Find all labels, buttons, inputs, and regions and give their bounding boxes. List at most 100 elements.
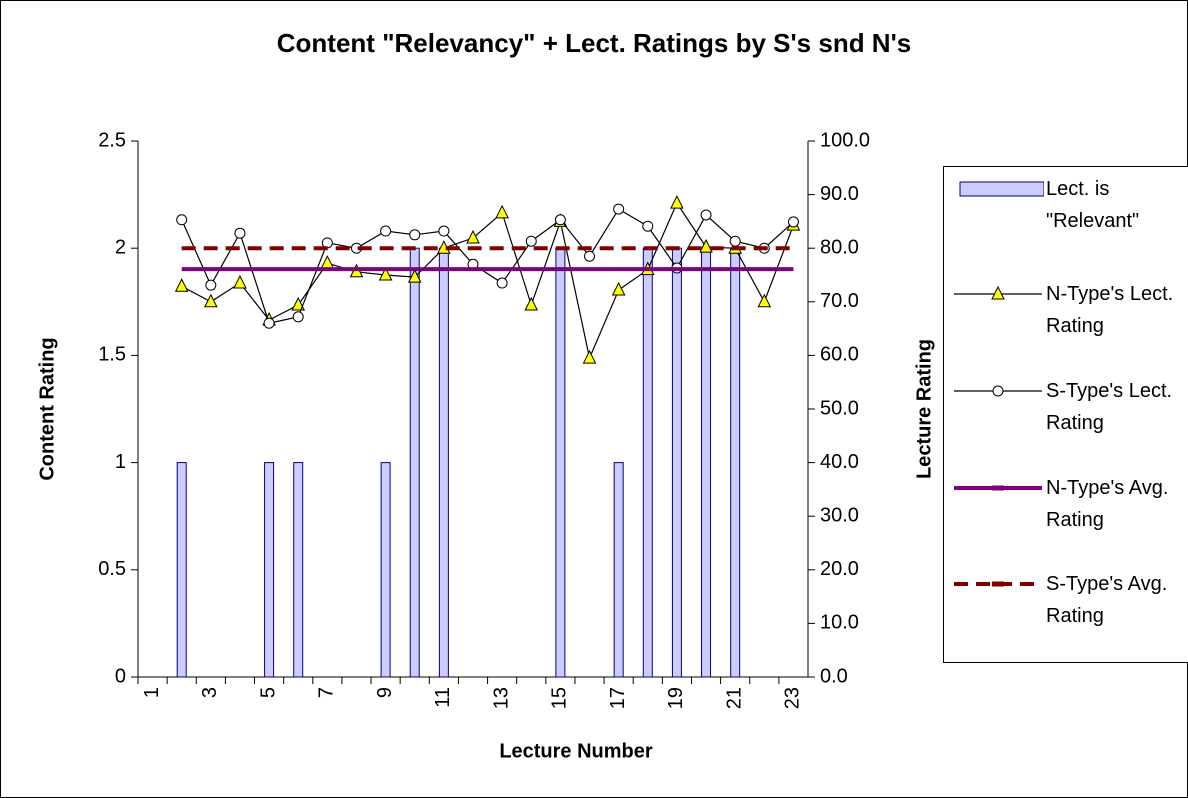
legend-bar [959, 181, 1044, 197]
series-marker [174, 278, 189, 292]
y2-tick-label: 10.0 [820, 612, 859, 634]
y2-tick-label: 80.0 [820, 236, 859, 258]
legend-item: S-Type's Avg. Rating [952, 568, 1186, 632]
series-marker [525, 235, 537, 247]
series-marker [466, 229, 480, 244]
series-marker [291, 296, 306, 311]
series-line [181, 208, 794, 324]
y-axis-title: Content Rating [36, 337, 58, 480]
y-tick-label: 2.5 [98, 129, 126, 151]
x-tick-label: 19 [665, 687, 687, 709]
chart-title: Content "Relevancy" + Lect. Ratings by S… [277, 28, 911, 58]
y2-tick-label: 30.0 [820, 504, 859, 526]
y2-tick-label: 90.0 [820, 183, 859, 205]
y2-tick-label: 0.0 [820, 665, 848, 687]
series-marker [700, 209, 712, 221]
y2-tick-label: 100.0 [820, 129, 870, 151]
legend-marker [992, 385, 1004, 397]
series-marker [263, 317, 275, 329]
legend-label: N-Type's Avg. Rating [1046, 477, 1169, 531]
series-marker [409, 229, 421, 241]
x-tick-label: 7 [316, 687, 338, 698]
y2-tick-label: 50.0 [820, 397, 859, 419]
series-marker [380, 225, 392, 237]
series-marker [787, 216, 799, 228]
series-marker [438, 225, 450, 237]
legend-item: S-Type's Lect. Rating [952, 375, 1186, 439]
y2-tick-label: 40.0 [820, 451, 859, 473]
y-tick-label: 1.5 [98, 344, 126, 366]
series-marker [611, 281, 626, 296]
legend-item: Lect. is "Relevant" [952, 173, 1186, 237]
x-tick-label: 5 [257, 687, 279, 698]
series-marker [496, 277, 508, 289]
series-marker [407, 269, 422, 283]
series-marker [584, 250, 596, 262]
series-marker [378, 266, 393, 281]
bar [293, 462, 304, 678]
legend-label: S-Type's Avg. Rating [1046, 573, 1168, 627]
y2-tick-label: 70.0 [820, 290, 859, 312]
x-tick-label: 17 [607, 687, 629, 709]
series-marker [670, 195, 684, 209]
series-marker [757, 293, 772, 308]
y2-tick-label: 60.0 [820, 344, 859, 366]
legend-swatch [954, 285, 1042, 300]
x-tick-label: 13 [490, 687, 512, 709]
bar [176, 462, 187, 678]
bar [409, 247, 420, 678]
legend-label: N-Type's Lect. Rating [1046, 283, 1174, 337]
x-tick-label: 1 [141, 687, 163, 698]
series-marker [554, 214, 566, 226]
legend-marker [992, 485, 1004, 491]
series-marker [176, 214, 188, 226]
series-marker [524, 296, 539, 311]
bar [264, 462, 275, 678]
legend-swatch [954, 581, 1042, 587]
series-marker [233, 274, 247, 289]
x-tick-label: 21 [723, 687, 745, 709]
series-marker [204, 293, 218, 308]
bar [671, 247, 682, 678]
legend-label: Lect. is "Relevant" [1046, 178, 1140, 232]
bar [642, 247, 653, 678]
y2-axis-title: Lecture Rating [913, 339, 935, 479]
series-marker [582, 349, 597, 364]
series-marker [495, 204, 509, 219]
legend-marker [991, 285, 1005, 300]
y2-tick-label: 20.0 [820, 558, 859, 580]
bar [555, 247, 566, 678]
bar [730, 247, 741, 678]
series-marker [292, 311, 304, 323]
legend-swatch [954, 485, 1042, 491]
x-axis-title: Lecture Number [499, 740, 653, 762]
legend: Lect. is "Relevant" N-Type's Lect. Rating… [943, 166, 1188, 663]
bar [613, 462, 624, 678]
series-line [181, 201, 794, 361]
y-tick-label: 2 [115, 236, 126, 258]
legend-swatch [959, 181, 1044, 197]
x-tick-label: 9 [374, 687, 396, 698]
bar [438, 247, 449, 678]
x-tick-label: 3 [199, 687, 221, 698]
x-tick-label: 23 [782, 687, 804, 709]
legend-item: N-Type's Lect. Rating [952, 278, 1186, 342]
y-tick-label: 1 [115, 451, 126, 473]
bar [701, 247, 712, 678]
series-marker [234, 227, 246, 239]
bar [380, 462, 391, 678]
legend-marker [992, 581, 1004, 587]
y-tick-label: 0.5 [98, 558, 126, 580]
series-marker [613, 203, 625, 215]
x-tick-label: 15 [549, 687, 571, 709]
series-marker [205, 279, 217, 291]
series-marker [699, 239, 713, 253]
legend-swatch [954, 385, 1042, 397]
legend-item: N-Type's Avg. Rating [952, 472, 1186, 536]
y-tick-label: 0 [115, 665, 126, 687]
x-tick-label: 11 [432, 687, 454, 708]
series-marker [729, 235, 741, 247]
legend-label: S-Type's Lect. Rating [1046, 380, 1173, 434]
series-marker [642, 220, 654, 232]
